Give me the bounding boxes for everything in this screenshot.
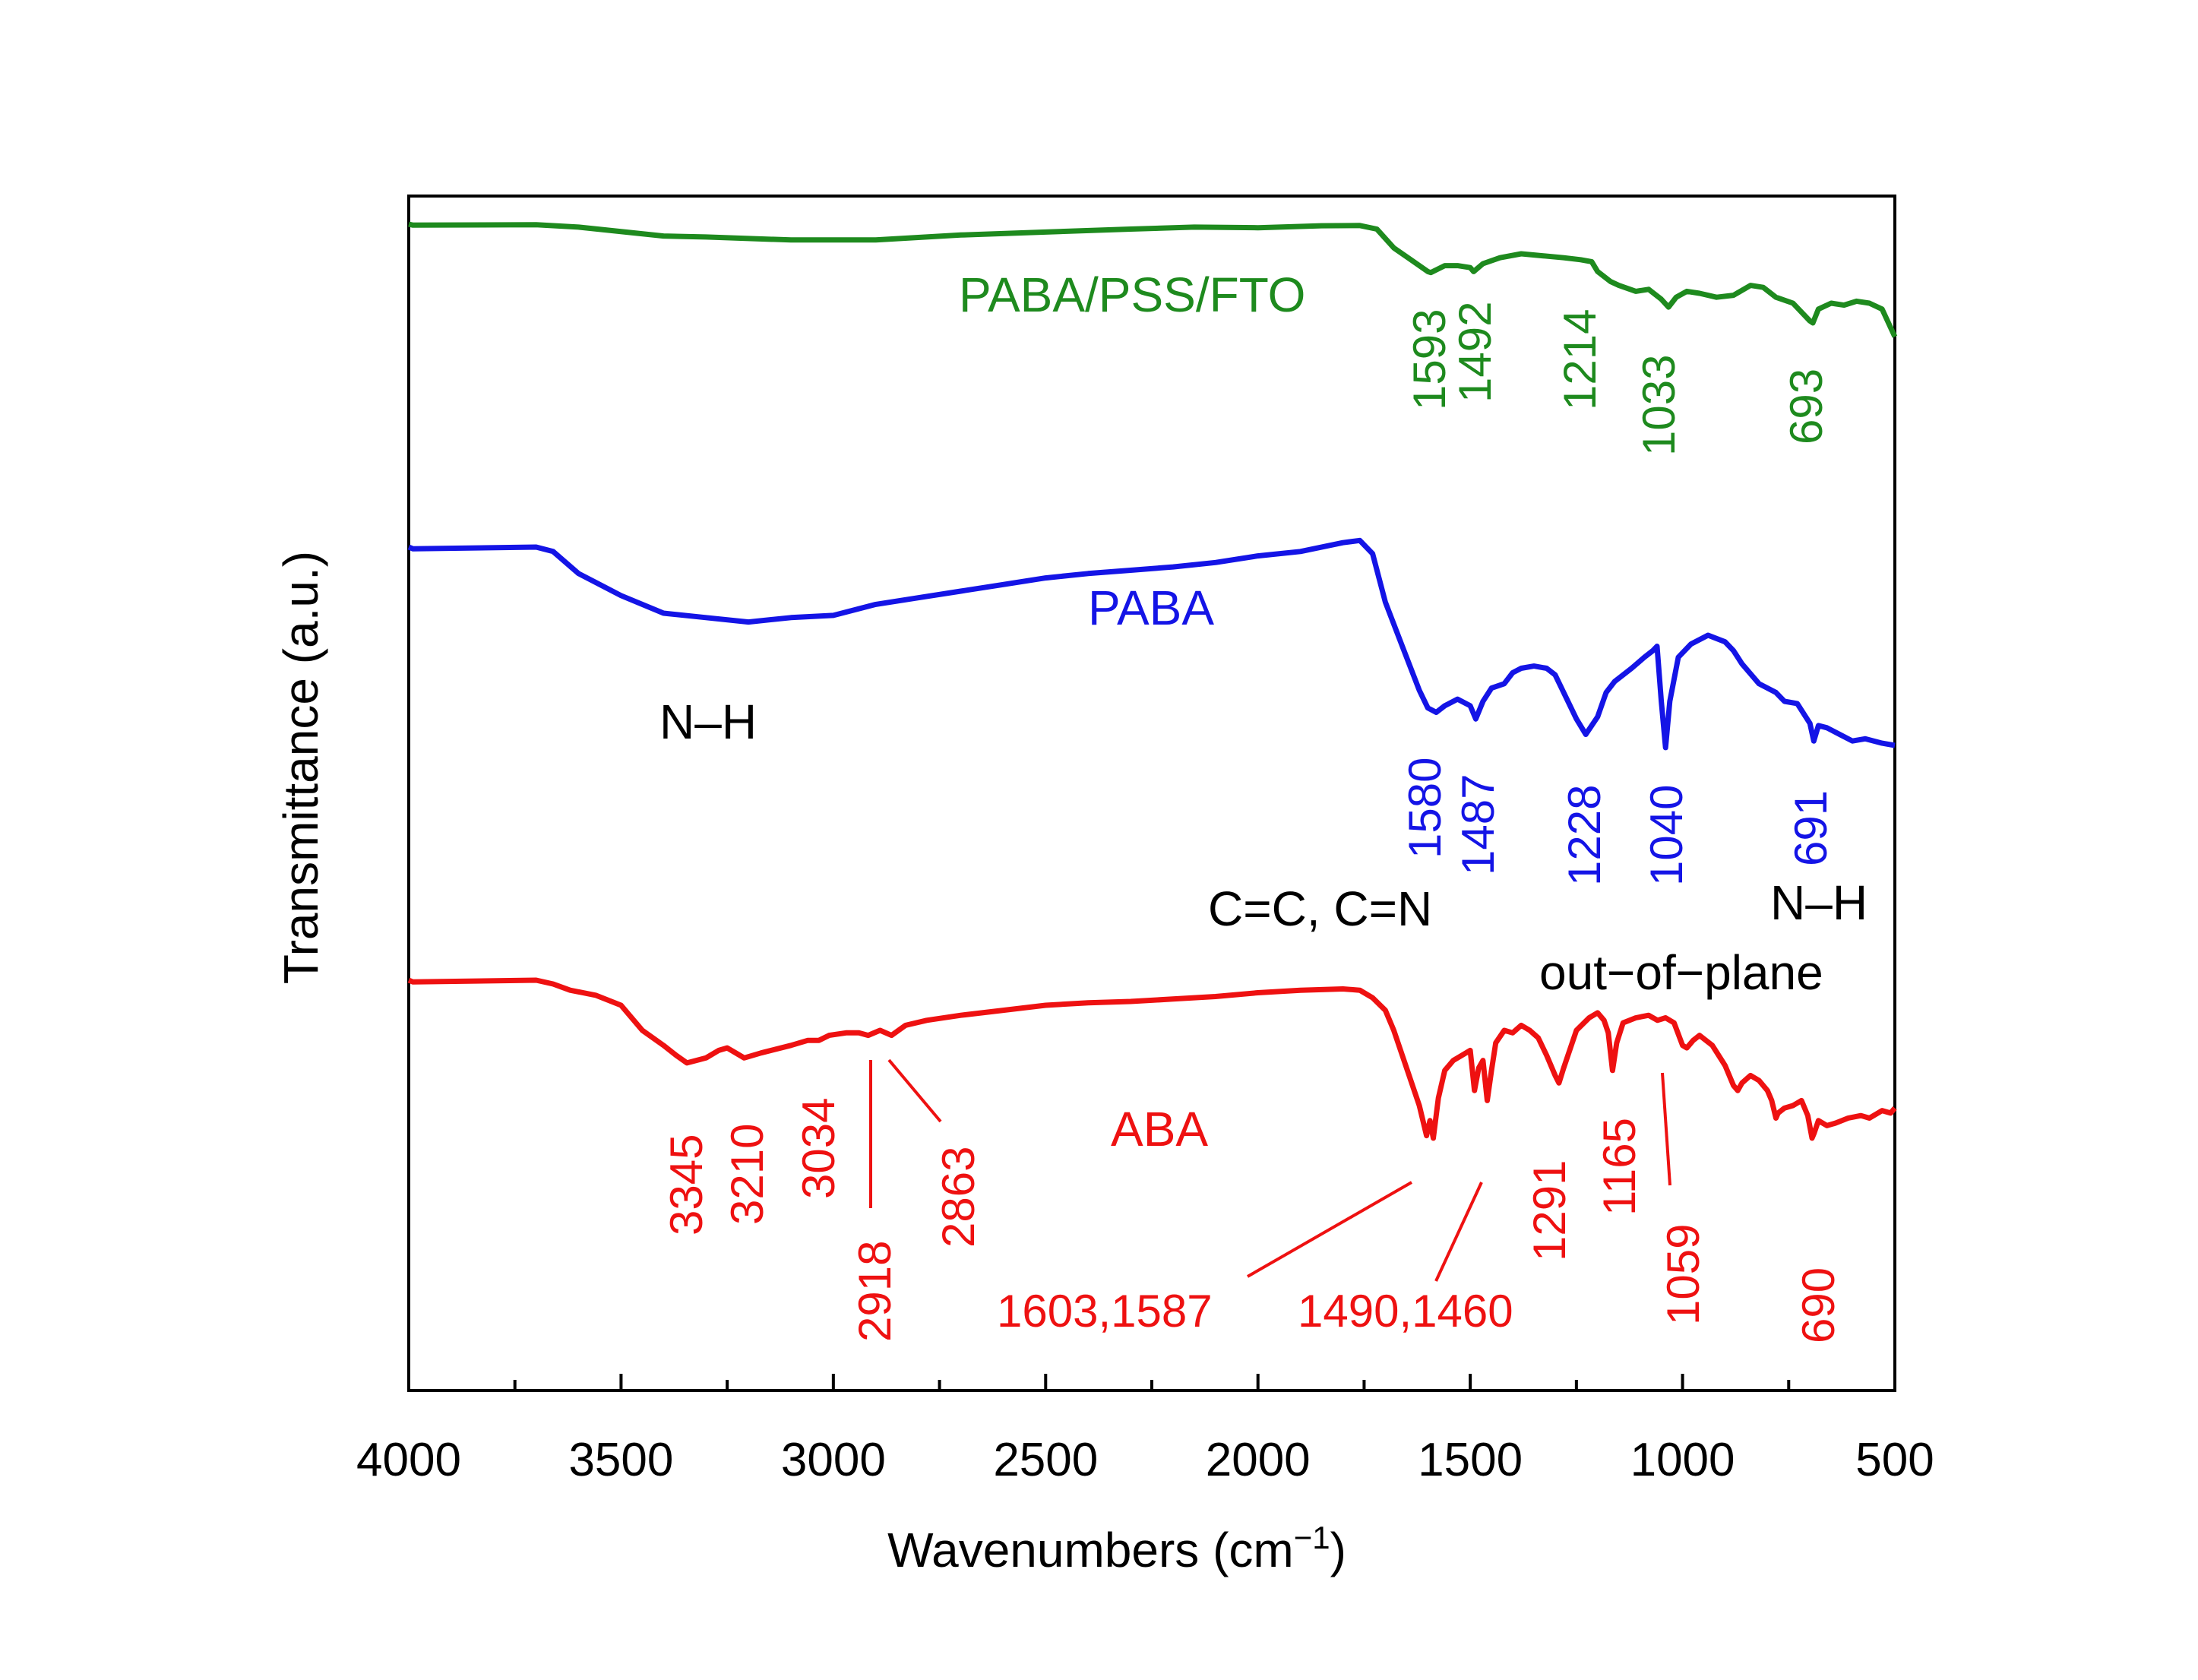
peak-label: 3345: [661, 1134, 712, 1235]
annotation-cc-cn: C=C, C=N: [1208, 881, 1432, 936]
x-tick-label: 500: [1855, 1434, 1934, 1486]
peak-label: 690: [1793, 1267, 1844, 1343]
leader-line-1490: [1434, 1182, 1483, 1282]
series-line-aba: [407, 977, 1897, 1141]
y-axis-title: Transmittance (a.u.): [274, 551, 328, 984]
peak-label: 3210: [722, 1124, 773, 1225]
peak-label: 1033: [1633, 355, 1684, 456]
x-axis-ticks: 4000 3500 3000 2500 2000 1500 1000 500: [356, 1374, 1934, 1486]
peak-label: 691: [1785, 790, 1836, 866]
series-label-aba: ABA: [1111, 1102, 1208, 1156]
x-tick-label: 2000: [1206, 1434, 1311, 1486]
peak-label: 1059: [1658, 1224, 1709, 1325]
peak-label: 1487: [1453, 774, 1504, 875]
series-line-paba: [407, 537, 1896, 751]
annotation-n-h-stretch: N–H: [659, 694, 757, 749]
peak-label: 2863: [933, 1147, 984, 1248]
annotation-n-h-oop: N–H: [1770, 875, 1868, 930]
series-lines: [407, 221, 1898, 1141]
series-label-paba: PABA: [1088, 581, 1214, 635]
red-peak-labels: 3345 3210 3034 2918 2863 1603,1587 1490,…: [661, 1098, 1844, 1343]
leader-line-2863: [887, 1058, 942, 1123]
x-tick-label: 1500: [1418, 1434, 1523, 1486]
annotation-out-of-plane: out−of−plane: [1539, 945, 1823, 1000]
peak-label: 1593: [1404, 309, 1455, 410]
x-tick-label: 3500: [568, 1434, 673, 1486]
leader-line-1603: [1247, 1181, 1412, 1278]
x-tick-label: 2500: [993, 1434, 1098, 1486]
x-tick-label: 1000: [1630, 1434, 1735, 1486]
peak-label: 1228: [1559, 785, 1610, 886]
red-leader-lines: [869, 1058, 1671, 1282]
peak-label: 1291: [1524, 1160, 1575, 1261]
peak-label: 1214: [1554, 309, 1605, 410]
peak-label: 1040: [1641, 785, 1692, 886]
x-tick-label: 4000: [356, 1434, 461, 1486]
x-axis-title: Wavenumbers (cm−1): [887, 1520, 1346, 1577]
series-line-paba-pss-fto: [408, 221, 1898, 338]
leader-line-1059: [1661, 1072, 1671, 1186]
green-peak-labels: 1593 1492 1214 1033 693: [1404, 302, 1832, 456]
series-label-paba-pss-fto: PABA/PSS/FTO: [959, 267, 1305, 322]
peak-label: 1490,1460: [1298, 1286, 1513, 1337]
blue-peak-labels: 1580 1487 1228 1040 691: [1399, 758, 1836, 886]
x-tick-label: 3000: [781, 1434, 886, 1486]
peak-label: 1492: [1450, 302, 1501, 403]
peak-label: 693: [1781, 369, 1832, 445]
peak-label: 2918: [849, 1241, 900, 1342]
peak-label: 1580: [1399, 758, 1450, 859]
peak-label: 1165: [1594, 1118, 1645, 1216]
peak-label: 1603,1587: [997, 1286, 1213, 1337]
peak-label: 3034: [793, 1098, 844, 1199]
